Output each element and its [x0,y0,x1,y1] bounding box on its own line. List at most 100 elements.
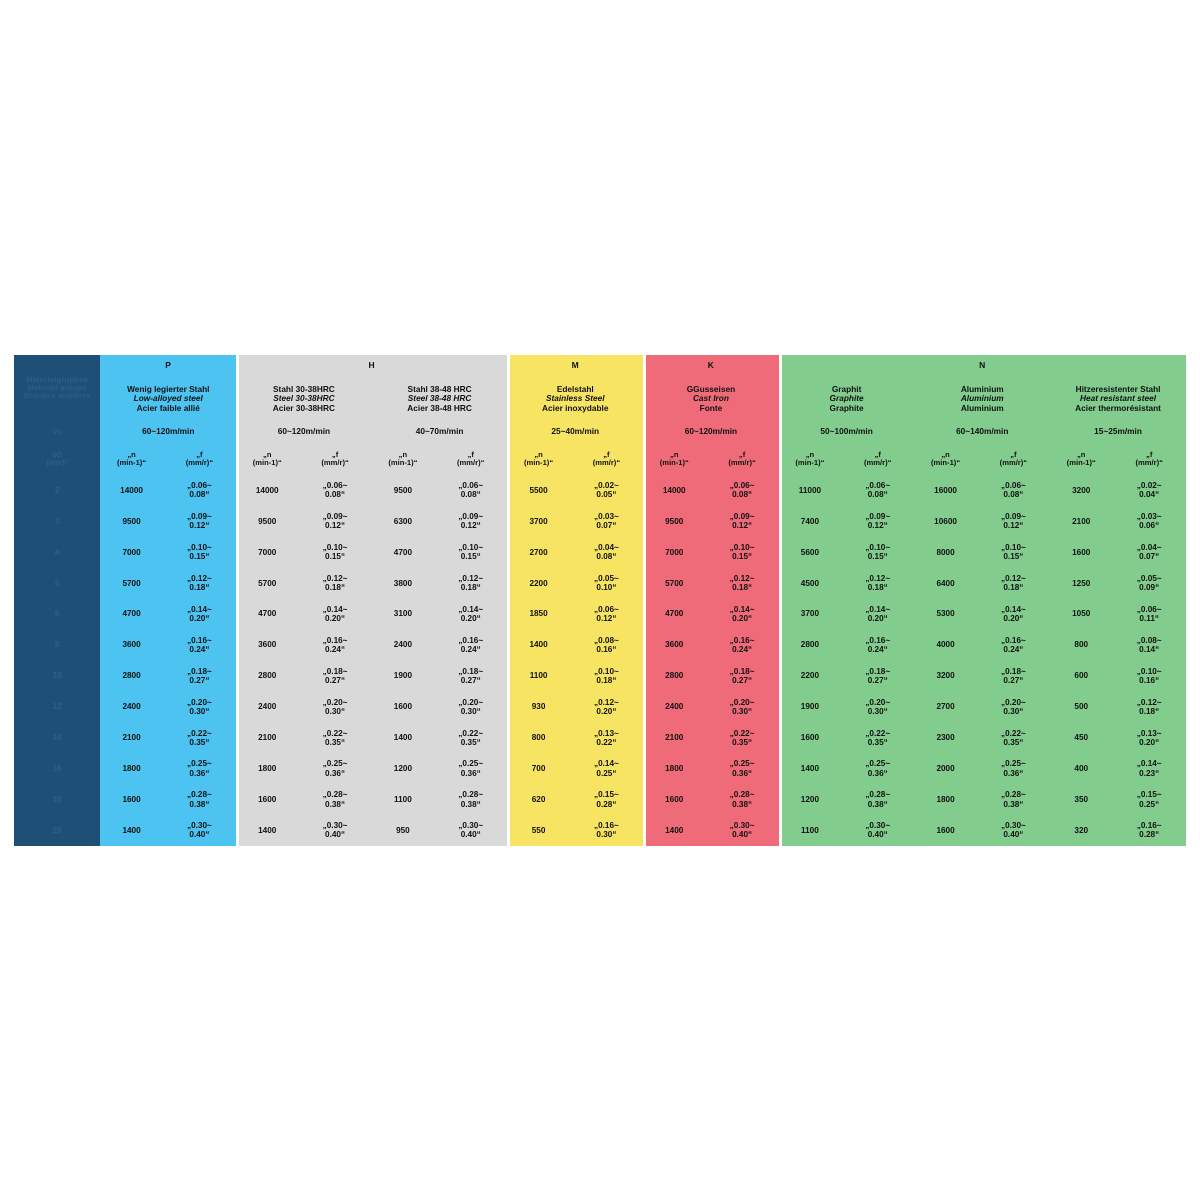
spindle-speed-cell: 3600 [643,629,706,661]
spindle-speed-cell: 9500 [643,505,706,537]
feed-rate-cell: „0.25~ 0.36“ [298,753,372,785]
feed-rate-cell: „0.06~ 0.08“ [705,475,779,506]
spindle-speed-cell: 1400 [371,722,435,754]
feed-rate-cell: „0.16~ 0.24“ [841,629,915,661]
feed-rate-cell: „0.08~ 0.14“ [1112,629,1186,661]
spindle-speed-cell: 2100 [100,722,163,754]
spindle-speed-cell: 3200 [1050,475,1113,506]
spindle-speed-cell: 2800 [643,660,706,692]
feed-rate-cell: „0.12~ 0.18“ [1112,691,1186,723]
material-name-fr: Acier 30-38HRC [272,402,336,413]
diameter-unit: (mm)⁽⁾ [46,458,69,467]
feed-rate-cell: „0.04~ 0.08“ [569,536,644,568]
material-name-fr: Graphite [829,402,864,413]
feed-rate-cell: „0.09~ 0.12“ [705,505,779,537]
unit-feed-h-2: „f (mm/r)“ [434,443,508,475]
feed-rate-cell: „0.06~ 0.12“ [569,598,644,630]
feed-rate-cell: „0.18~ 0.27“ [162,660,237,692]
spindle-speed-cell: 1600 [236,784,299,815]
spindle-speed-cell: 620 [507,784,570,815]
feed-rate-cell: „0.12~ 0.18“ [976,567,1051,599]
feed-rate-cell: „0.06~ 0.08“ [298,475,372,506]
spindle-speed-cell: 1100 [507,660,570,692]
feed-rate-cell: „0.14~ 0.20“ [434,598,508,630]
feed-rate-cell: „0.16~ 0.24“ [976,629,1051,661]
material-name-en: Cast Iron [692,393,729,404]
feed-rate-cell: „0.15~ 0.28“ [569,784,644,815]
spindle-speed-cell: 1800 [100,753,163,785]
spindle-speed-cell: 6400 [914,567,977,599]
spindle-speed-cell: 1400 [100,814,163,846]
spindle-speed-cell: 1400 [236,814,299,846]
feed-rate-cell: „0.10~ 0.15“ [705,536,779,568]
spindle-speed-cell: 600 [1050,660,1113,692]
feed-rate-cell: „0.10~ 0.15“ [162,536,237,568]
diameter-value: 4 [14,536,101,568]
material-name-fr: Acier thermorésistant [1075,402,1161,413]
cutting-speed-n-3: 15~25m/min [1050,421,1186,443]
feed-rate-cell: „0.12~ 0.18“ [841,567,915,599]
spindle-speed-cell: 5700 [236,567,299,599]
feed-rate-cell: „0.15~ 0.25“ [1112,784,1186,815]
feed-rate-cell: „0.14~ 0.23“ [1112,753,1186,785]
feed-rate-cell: „0.22~ 0.35“ [976,722,1051,754]
spindle-speed-cell: 3700 [507,505,570,537]
spindle-speed-cell: 14000 [643,475,706,506]
feed-rate-cell: „0.28~ 0.38“ [841,784,915,815]
feed-rate-cell: „0.09~ 0.12“ [841,505,915,537]
feed-rate-cell: „0.18~ 0.27“ [434,660,508,692]
feed-rate-cell: „0.16~ 0.24“ [298,629,372,661]
feed-rate-cell: „0.06~ 0.08“ [434,475,508,506]
feed-rate-cell: „0.03~ 0.06“ [1112,505,1186,537]
diameter-value: 16 [14,753,101,785]
feed-rate-cell: „0.02~ 0.04“ [1112,475,1186,506]
table-row: 3 9500 „0.09~ 0.12“ 9500 „0.09~ 0.12“ 6300 „0.09… [14,505,1186,537]
material-name-fr: Acier faible allié [136,402,200,413]
spindle-speed-cell: 550 [507,814,570,846]
diameter-unit-header: ⌀D (mm)⁽⁾ [14,443,101,475]
cutting-speed-n-2: 60~140m/min [914,421,1051,443]
spindle-speed-cell: 1900 [778,691,842,723]
table-row: 8 3600 „0.16~ 0.24“ 3600 „0.16~ 0.24“ 2400 „0.16… [14,629,1186,661]
spindle-speed-cell: 4700 [371,536,435,568]
header-row-material-names: Wenig legierter Stahl Low-alloyed steel Ac… [14,377,1186,421]
table-row: 4 7000 „0.10~ 0.15“ 7000 „0.10~ 0.15“ 4700 „0.10… [14,536,1186,568]
material-name-de: Wenig legierter Stahl [127,384,210,395]
feed-rate-cell: „0.14~ 0.25“ [569,753,644,785]
feed-rate-cell: „0.28~ 0.38“ [976,784,1051,815]
spindle-speed-cell: 1050 [1050,598,1113,630]
spindle-speed-cell: 2800 [778,629,842,661]
feed-rate-cell: „0.18~ 0.27“ [298,660,372,692]
spindle-speed-cell: 2100 [236,722,299,754]
group-letter-p: P [100,355,237,377]
table-row: 14 2100 „0.22~ 0.35“ 2100 „0.22~ 0.35“ 1400 „0.2… [14,722,1186,754]
material-name-p-1: Wenig legierter Stahl Low-alloyed steel Ac… [100,377,237,421]
material-groups-label-de: Materialgruppen [26,374,89,384]
feed-rate-cell: „0.02~ 0.05“ [569,475,644,506]
spindle-speed-cell: 950 [371,814,435,846]
unit-speed-k-1: „n (min-1)“ [643,443,706,475]
spindle-speed-cell: 1600 [100,784,163,815]
spindle-speed-cell: 930 [507,691,570,723]
header-row-units: ⌀D (mm)⁽⁾ „n (min-1)“ „f (mm/r)“ „n (min-1)“ „f(… [14,443,1186,475]
material-groups-label-en: Material groups [27,382,87,392]
material-name-k-1: GGusseisen Cast Iron Fonte [643,377,779,421]
spindle-speed-cell: 10600 [914,505,977,537]
material-groups-label-fr: Groupes matières [23,391,92,401]
spindle-speed-cell: 1850 [507,598,570,630]
spindle-speed-cell: 2800 [236,660,299,692]
material-name-fr: Fonte [699,402,723,413]
spindle-speed-cell: 6300 [371,505,435,537]
table-row: 5 5700 „0.12~ 0.18“ 5700 „0.12~ 0.18“ 3800 „0.12… [14,567,1186,599]
spindle-speed-cell: 7000 [236,536,299,568]
feed-rate-cell: „0.18~ 0.27“ [841,660,915,692]
diameter-value: 12 [14,691,101,723]
feed-rate-cell: „0.13~ 0.22“ [569,722,644,754]
feed-rate-cell: „0.28~ 0.38“ [705,784,779,815]
diameter-value: 20 [14,814,101,846]
feed-rate-cell: „0.25~ 0.36“ [705,753,779,785]
cutting-speed-m-1: 25~40m/min [507,421,644,443]
spindle-speed-cell: 700 [507,753,570,785]
table-row: 18 1600 „0.28~ 0.38“ 1600 „0.28~ 0.38“ 1100 „0.2… [14,784,1186,815]
